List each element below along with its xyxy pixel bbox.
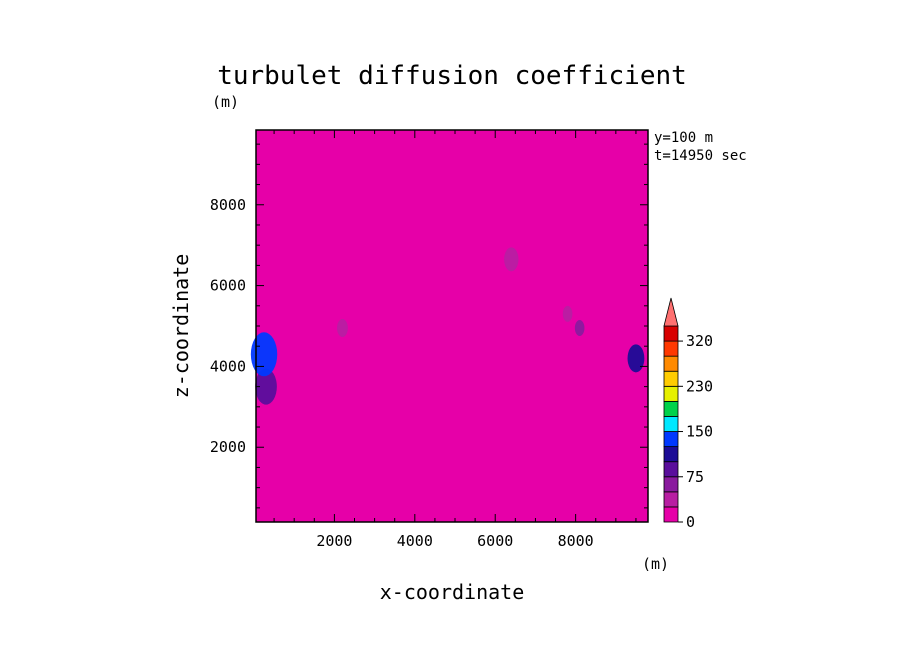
x-axis-label: x-coordinate xyxy=(380,580,525,604)
colorbar-tick-label: 150 xyxy=(686,423,713,441)
contour-feature xyxy=(504,247,519,272)
contour-feature xyxy=(337,319,348,338)
colorbar-segment xyxy=(663,491,679,508)
y-tick-label: 4000 xyxy=(210,357,246,375)
contour-feature xyxy=(627,344,645,373)
y-axis: 2000 4000 6000 8000 xyxy=(210,143,648,509)
y-tick-label: 2000 xyxy=(210,438,246,456)
colorbar-segment xyxy=(663,506,679,523)
colorbar-tick-label: 75 xyxy=(686,468,704,486)
colorbar-segment xyxy=(663,340,679,357)
y-axis-label: z-coordinate xyxy=(169,254,193,399)
colorbar-tick-label: 0 xyxy=(686,513,695,531)
colorbar-segment xyxy=(663,416,679,432)
colorbar-segment xyxy=(663,431,679,448)
colorbar-segment xyxy=(663,446,679,463)
plot-background xyxy=(256,130,648,522)
colorbar-segment xyxy=(663,355,679,372)
y-axis-unit: (m) xyxy=(212,93,239,111)
colorbar-segment xyxy=(663,385,679,402)
colorbar-segment xyxy=(663,400,679,417)
colorbar: 0 75 150 230 320 xyxy=(663,297,713,531)
x-tick-label: 8000 xyxy=(558,532,594,550)
chart-title: turbulet diffusion coefficient xyxy=(217,61,687,91)
x-tick-label: 6000 xyxy=(477,532,513,550)
y-tick-label: 6000 xyxy=(210,277,246,295)
colorbar-tick-label: 230 xyxy=(686,377,713,395)
annotation-t: t=14950 sec xyxy=(654,148,747,164)
contour-feature xyxy=(250,332,278,377)
contour-feature xyxy=(574,320,585,337)
colorbar-segment xyxy=(663,325,679,342)
colorbar-segment xyxy=(663,461,679,478)
x-axis-unit: (m) xyxy=(642,555,669,573)
colorbar-extend-triangle xyxy=(663,297,679,327)
contour-feature xyxy=(562,305,573,322)
colorbar-tick-label: 320 xyxy=(686,332,713,350)
contour-feature xyxy=(255,368,277,405)
colorbar-segment xyxy=(663,370,679,387)
x-tick-label: 4000 xyxy=(397,532,433,550)
x-tick-label: 2000 xyxy=(316,532,352,550)
contour-features xyxy=(250,247,645,405)
colorbar-segment xyxy=(663,476,679,493)
annotation-y: y=100 m xyxy=(654,130,713,146)
x-axis: 2000 4000 6000 8000 xyxy=(273,130,637,550)
y-tick-label: 8000 xyxy=(210,196,246,214)
